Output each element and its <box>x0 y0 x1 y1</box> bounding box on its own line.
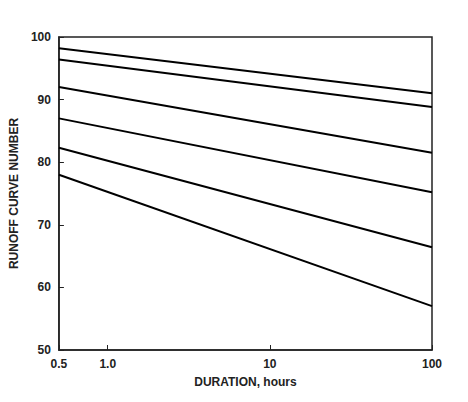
svg-text:90: 90 <box>38 93 52 107</box>
svg-text:10: 10 <box>263 357 277 371</box>
svg-text:100: 100 <box>31 30 51 44</box>
svg-text:60: 60 <box>38 280 52 294</box>
svg-text:100: 100 <box>422 357 442 371</box>
svg-text:70: 70 <box>38 218 52 232</box>
svg-text:50: 50 <box>38 343 52 357</box>
svg-text:RUNOFF CURVE NUMBER: RUNOFF CURVE NUMBER <box>7 118 21 269</box>
svg-text:1.0: 1.0 <box>99 357 116 371</box>
svg-text:0.5: 0.5 <box>51 357 68 371</box>
svg-text:80: 80 <box>38 155 52 169</box>
svg-text:DURATION, hours: DURATION, hours <box>194 375 297 389</box>
